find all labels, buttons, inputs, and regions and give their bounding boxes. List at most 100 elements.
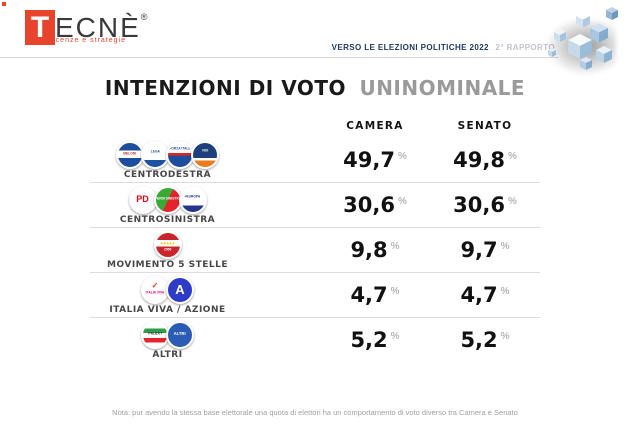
party-label: MOVIMENTO bbox=[157, 237, 178, 241]
row-divider bbox=[90, 227, 540, 228]
registered-trademark-icon: ® bbox=[140, 12, 148, 22]
party-year: 2050 bbox=[163, 248, 172, 252]
party-logos: ✓ ITALIA VIVA A bbox=[141, 275, 194, 304]
camera-value: 9,8% bbox=[310, 240, 440, 261]
value-number: 49,7 bbox=[343, 148, 395, 172]
coalition-italia-viva-azione: ✓ ITALIA VIVA A ITALIA VIVA / AZIONE bbox=[75, 275, 260, 315]
table-row: MOVIMENTO ★★★★★ 2050 MOVIMENTO 5 STELLE … bbox=[75, 228, 630, 273]
checkmark-icon: ✓ bbox=[151, 281, 159, 291]
camera-value: 4,7% bbox=[310, 285, 440, 306]
forza-italia-logo-icon: FORZA ITALIA bbox=[166, 140, 194, 169]
coalition-label: MOVIMENTO 5 STELLE bbox=[106, 260, 229, 270]
corner-marker bbox=[2, 2, 6, 6]
coalition-label: CENTROSINISTRA bbox=[119, 215, 216, 225]
party-logos: ITALEXIT ALTRI bbox=[141, 320, 194, 349]
value-number: 49,8 bbox=[453, 148, 505, 172]
tecne-logo-t-mark: T bbox=[25, 10, 55, 45]
percent-sign: % bbox=[500, 331, 510, 342]
value-number: 9,8 bbox=[350, 238, 388, 262]
percent-sign: % bbox=[390, 331, 400, 342]
row-divider bbox=[90, 272, 540, 273]
party-label: ALTRI bbox=[173, 332, 187, 337]
value-number: 30,6 bbox=[343, 193, 395, 217]
kicker-report-number: 2° RAPPORTO bbox=[495, 43, 555, 52]
party-logos: MOVIMENTO ★★★★★ 2050 bbox=[153, 230, 182, 259]
party-label: PD bbox=[136, 194, 149, 204]
party-logos: PD VERDI SINISTRA +EUROPA bbox=[128, 185, 207, 214]
tecne-tagline: conoscenze e strategie bbox=[32, 37, 126, 44]
title-accent: UNINOMINALE bbox=[359, 76, 526, 100]
value-number: 5,2 bbox=[350, 328, 388, 352]
party-label: ITALIA VIVA bbox=[145, 291, 165, 295]
coalition-label: ITALIA VIVA / AZIONE bbox=[109, 305, 226, 315]
table-row: ITALEXIT ALTRI ALTRI 5,2% 5,2% bbox=[75, 318, 630, 363]
value-number: 4,7 bbox=[350, 283, 388, 307]
title-main: INTENZIONI DI VOTO bbox=[104, 76, 346, 100]
cubes-icon bbox=[548, 7, 618, 70]
movimento-5-stelle-logo-icon: MOVIMENTO ★★★★★ 2050 bbox=[153, 230, 182, 259]
vote-table: CAMERA SENATO MELONI LEGA FORZA ITALIA N… bbox=[0, 114, 630, 363]
altri-logo-icon: ALTRI bbox=[166, 320, 194, 349]
italexit-logo-icon: ITALEXIT bbox=[141, 320, 169, 349]
senato-value: 4,7% bbox=[440, 285, 530, 306]
column-header-senato: SENATO bbox=[457, 120, 513, 132]
camera-value: 49,7% bbox=[310, 150, 440, 171]
azione-logo-icon: A bbox=[166, 275, 194, 304]
percent-sign: % bbox=[390, 241, 400, 252]
column-header-camera: CAMERA bbox=[346, 120, 404, 132]
coalition-altri: ITALEXIT ALTRI ALTRI bbox=[75, 320, 260, 360]
coalition-label: ALTRI bbox=[152, 350, 183, 360]
party-label: MELONI bbox=[123, 152, 137, 156]
value-number: 5,2 bbox=[460, 328, 498, 352]
verdi-sinistra-logo-icon: VERDI SINISTRA bbox=[153, 185, 182, 214]
tecne-logo-wordmark: ECNÈ bbox=[55, 12, 141, 43]
coalition-m5s: MOVIMENTO ★★★★★ 2050 MOVIMENTO 5 STELLE bbox=[75, 230, 260, 270]
coalition-centrosinistra: PD VERDI SINISTRA +EUROPA CENTROSINISTRA bbox=[75, 185, 260, 225]
party-label: +EUROPA bbox=[184, 195, 201, 199]
report-kicker: VERSO LE ELEZIONI POLITICHE 2022 2° RAPP… bbox=[332, 43, 555, 52]
table-row: MELONI LEGA FORZA ITALIA NOI CENTRODESTR… bbox=[75, 138, 630, 183]
senato-value: 30,6% bbox=[440, 195, 530, 216]
camera-value: 5,2% bbox=[310, 330, 440, 351]
footnote: Nota: pur avendo la stessa base elettora… bbox=[112, 408, 518, 417]
row-divider bbox=[90, 182, 540, 183]
party-label: FORZA ITALIA bbox=[168, 147, 192, 151]
percent-sign: % bbox=[507, 196, 517, 207]
senato-value: 49,8% bbox=[440, 150, 530, 171]
party-label: A bbox=[175, 282, 185, 297]
senato-value: 9,7% bbox=[440, 240, 530, 261]
five-stars-icon: ★★★★★ bbox=[160, 242, 175, 246]
party-label: LEGA bbox=[150, 150, 160, 154]
header-divider bbox=[0, 57, 558, 58]
party-label: NOI bbox=[202, 149, 208, 153]
party-label: VERDI SINISTRA bbox=[154, 197, 181, 201]
party-logos: MELONI LEGA FORZA ITALIA NOI bbox=[116, 140, 219, 169]
italia-viva-logo-icon: ✓ ITALIA VIVA bbox=[141, 275, 169, 304]
camera-value: 30,6% bbox=[310, 195, 440, 216]
coalition-centrodestra: MELONI LEGA FORZA ITALIA NOI CENTRODESTR… bbox=[75, 140, 260, 180]
value-number: 30,6 bbox=[453, 193, 505, 217]
percent-sign: % bbox=[507, 151, 517, 162]
coalition-label: CENTRODESTRA bbox=[123, 170, 212, 180]
percent-sign: % bbox=[500, 241, 510, 252]
fratelli-ditalia-logo-icon: MELONI bbox=[116, 140, 144, 169]
page-title: INTENZIONI DI VOTO UNINOMINALE bbox=[0, 76, 630, 100]
piu-europa-logo-icon: +EUROPA bbox=[178, 185, 207, 214]
value-number: 4,7 bbox=[460, 283, 498, 307]
noi-moderati-logo-icon: NOI bbox=[191, 140, 219, 169]
percent-sign: % bbox=[397, 151, 407, 162]
value-number: 9,7 bbox=[460, 238, 498, 262]
pd-logo-icon: PD bbox=[128, 185, 157, 214]
party-label: ITALEXIT bbox=[147, 332, 163, 336]
table-header: CAMERA SENATO bbox=[75, 114, 630, 138]
row-divider bbox=[90, 317, 540, 318]
tecne-logo: T ECNÈ ® bbox=[25, 10, 147, 45]
table-row: PD VERDI SINISTRA +EUROPA CENTROSINISTRA… bbox=[75, 183, 630, 228]
lega-logo-icon: LEGA bbox=[141, 140, 169, 169]
table-row: ✓ ITALIA VIVA A ITALIA VIVA / AZIONE 4,7… bbox=[75, 273, 630, 318]
percent-sign: % bbox=[500, 286, 510, 297]
kicker-title: VERSO LE ELEZIONI POLITICHE 2022 bbox=[331, 43, 489, 52]
percent-sign: % bbox=[390, 286, 400, 297]
cubes-decoration bbox=[542, 0, 630, 92]
